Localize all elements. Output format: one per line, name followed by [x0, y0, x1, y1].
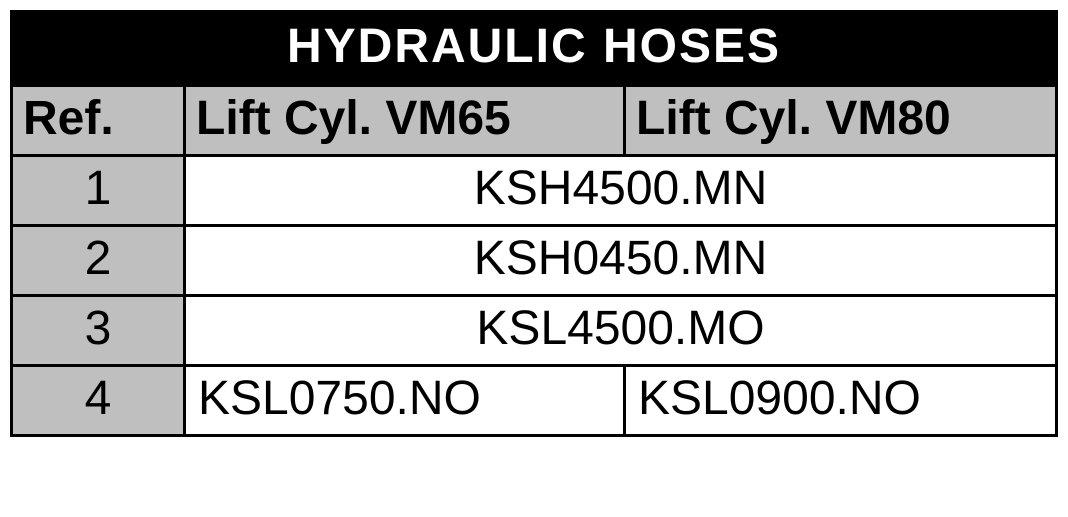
table-row: 2 KSH0450.MN	[13, 224, 1055, 294]
table-row: 4 KSL0750.NO KSL0900.NO	[13, 364, 1055, 434]
value-cell-split: KSL0750.NO KSL0900.NO	[183, 364, 1055, 434]
value-cell-merged: KSH0450.MN	[183, 224, 1055, 294]
col-header-ref: Ref.	[13, 84, 183, 154]
value-cell-merged: KSL4500.MO	[183, 294, 1055, 364]
table-title: HYDRAULIC HOSES	[13, 13, 1055, 84]
table-row: 1 KSH4500.MN	[13, 154, 1055, 224]
value-cell-merged: KSH4500.MN	[183, 154, 1055, 224]
value-cell-vm65: KSL0750.NO	[183, 364, 623, 434]
ref-cell: 2	[13, 224, 183, 294]
col-header-vm65: Lift Cyl. VM65	[183, 84, 623, 154]
hydraulic-hoses-table: HYDRAULIC HOSES Ref. Lift Cyl. VM65 Lift…	[10, 10, 1058, 437]
table-header-row: Ref. Lift Cyl. VM65 Lift Cyl. VM80	[13, 84, 1055, 154]
ref-cell: 3	[13, 294, 183, 364]
value-cell-vm80: KSL0900.NO	[623, 364, 1055, 434]
ref-cell: 1	[13, 154, 183, 224]
col-header-vm80: Lift Cyl. VM80	[623, 84, 1055, 154]
ref-cell: 4	[13, 364, 183, 434]
table-row: 3 KSL4500.MO	[13, 294, 1055, 364]
